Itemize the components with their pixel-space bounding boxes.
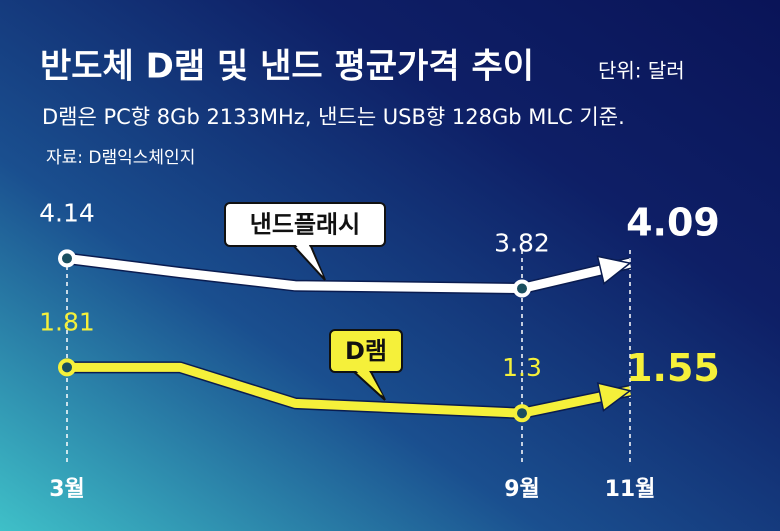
callout-pointer-fill	[354, 369, 383, 396]
data-label: 3.82	[494, 229, 550, 258]
data-label: 4.09	[626, 201, 720, 245]
x-tick-label: 3월	[49, 477, 85, 502]
data-label: 1.55	[626, 346, 720, 390]
legend-label: D램	[345, 337, 387, 365]
point-marker	[513, 279, 531, 298]
source: 자료: D램익스체인지	[46, 148, 195, 168]
x-tick-label: 11월	[605, 477, 656, 502]
series-line	[66, 253, 632, 294]
data-label: 4.14	[39, 198, 95, 227]
callout-pointer-fill	[294, 243, 323, 276]
point-marker	[513, 404, 531, 423]
data-label: 1.3	[502, 353, 542, 382]
arrowhead	[596, 382, 632, 412]
subtitle: D램은 PC향 8Gb 2133MHz, 낸드는 USB향 128Gb MLC …	[42, 105, 625, 129]
chart-title: 반도체 D램 및 낸드 평균가격 추이	[40, 47, 534, 87]
data-label: 1.81	[39, 307, 95, 336]
point-marker	[58, 358, 76, 377]
plot-area: 3월 9월 11월 4.14 3.82 4.09 낸드플래시 1.81 1.3 1.55 D램	[39, 198, 720, 502]
legend-label: 낸드플래시	[250, 211, 360, 239]
arrowhead	[596, 255, 632, 285]
x-tick-label: 9월	[504, 477, 540, 502]
series-line	[67, 362, 631, 418]
point-marker	[58, 249, 76, 268]
unit-label: 단위: 달러	[598, 59, 685, 83]
